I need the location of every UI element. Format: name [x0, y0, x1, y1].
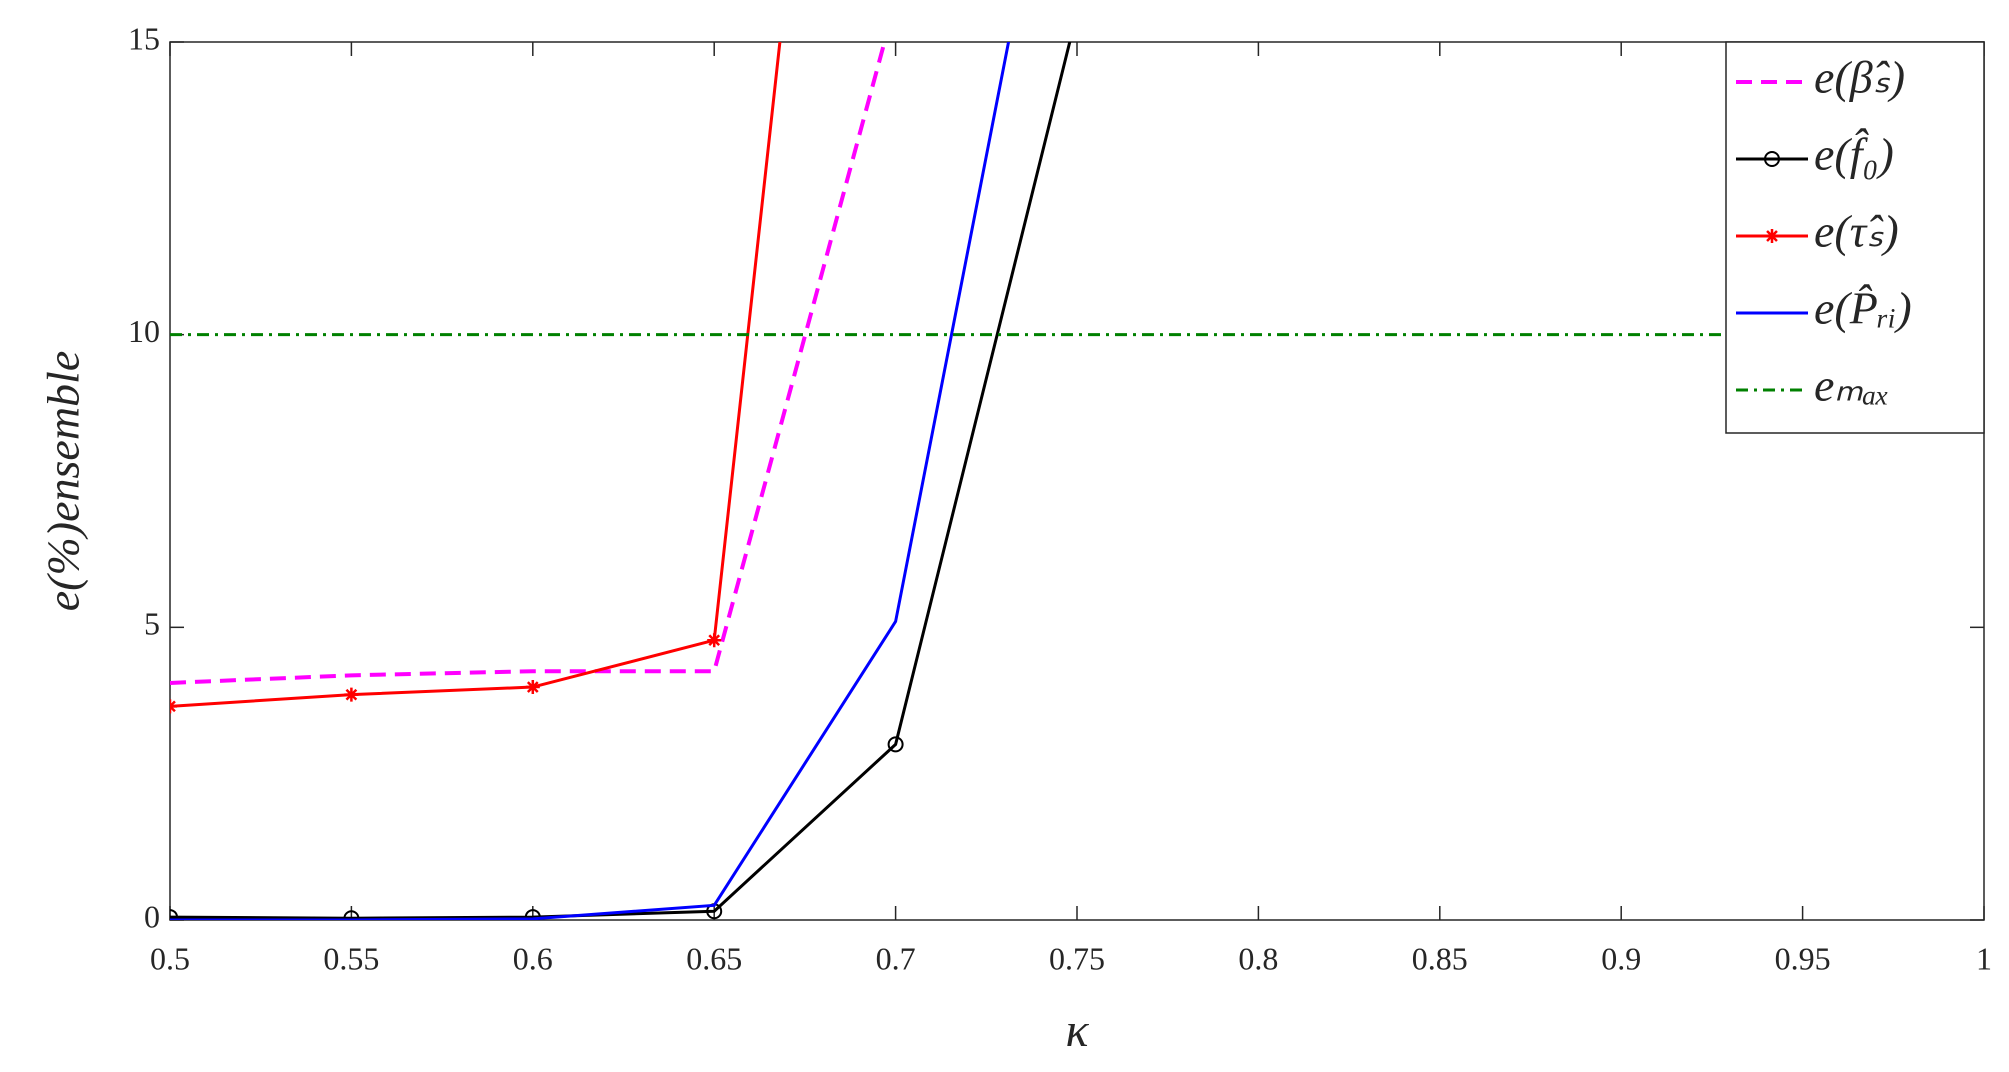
legend-label: e(β̂ₛ)	[1814, 52, 1905, 103]
line	[170, 42, 1011, 920]
x-tick-label: 0.6	[513, 940, 553, 976]
marker	[1764, 151, 1780, 167]
x-tick-label: 0.75	[1049, 940, 1105, 976]
marker	[1765, 229, 1779, 243]
y-tick-label: 10	[128, 313, 160, 349]
x-tick-label: 0.95	[1775, 940, 1831, 976]
y-tick-label: 5	[144, 606, 160, 642]
x-tick-label: 0.55	[323, 940, 379, 976]
x-tick-label: 0.85	[1412, 940, 1468, 976]
marker	[525, 680, 540, 695]
line	[170, 42, 887, 685]
x-tick-label: 0.7	[876, 940, 916, 976]
marker	[344, 687, 359, 702]
y-tick-label: 0	[144, 898, 160, 934]
line	[170, 42, 1072, 920]
marker	[887, 736, 904, 753]
legend-label: e(P̂ᵣᵢ)	[1814, 283, 1912, 334]
marker	[707, 633, 722, 648]
legend-label: eₘₐₓ	[1814, 360, 1890, 411]
marker	[170, 699, 177, 714]
legend-label: e(τ̂ₛ)	[1814, 206, 1899, 257]
x-tick-label: 0.5	[150, 940, 190, 976]
y-axis-label: e(%)ensemble	[38, 351, 89, 612]
marker	[1070, 6, 1084, 20]
plot-area	[169, 41, 1985, 921]
x-tick-label: 0.8	[1238, 940, 1278, 976]
x-tick-label: 1	[1976, 940, 1992, 976]
plot-layer	[170, 6, 1984, 920]
y-tick-label: 15	[128, 20, 160, 56]
marker	[343, 910, 360, 920]
x-tick-label: 0.9	[1601, 940, 1641, 976]
marker	[170, 909, 178, 920]
legend-label: e(f̂₀)	[1814, 128, 1894, 180]
x-tick-label: 0.65	[686, 940, 742, 976]
x-axis-label: κ	[1065, 1004, 1089, 1057]
